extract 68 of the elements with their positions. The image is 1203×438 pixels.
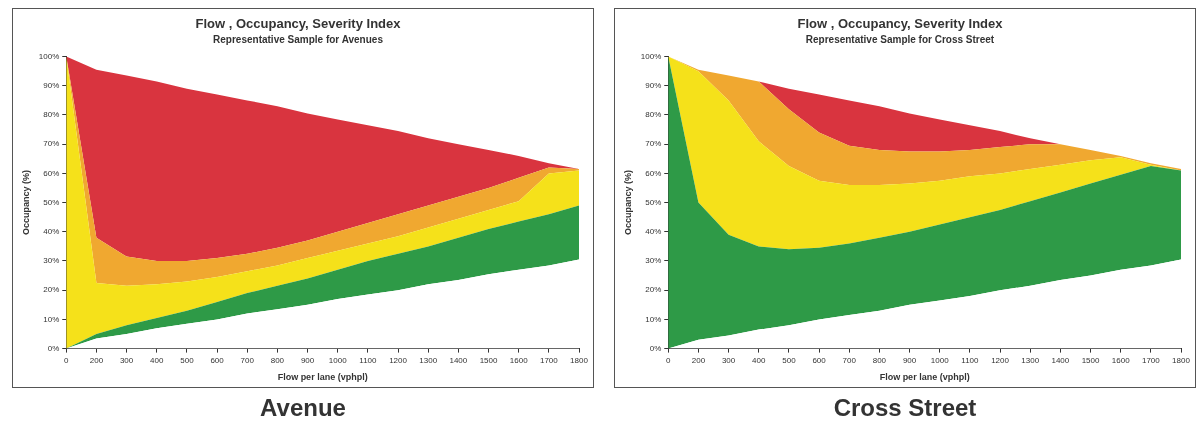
chart-subtitle: Representative Sample for Avenues [213, 34, 384, 46]
y-tick-label: 30% [43, 256, 60, 266]
chart-title: Flow , Occupancy, Severity Index [195, 16, 402, 32]
x-tick-label: 600 [210, 355, 225, 365]
y-tick-label: 100% [640, 51, 662, 61]
text: Avenue [260, 394, 346, 422]
x-tick-label: 1000 [328, 355, 348, 365]
x-tick-label: 1300 [1021, 355, 1040, 365]
y-tick-label: 80% [645, 110, 662, 120]
x-tick-label: 1300 [419, 355, 438, 365]
y-tick-label: 80% [43, 110, 60, 120]
chart-subtitle: Representative Sample for Cross Street [805, 34, 995, 46]
y-tick-label: 20% [43, 285, 60, 295]
x-tick-label: 1500 [479, 355, 498, 365]
chart-title: Flow , Occupancy, Severity Index [797, 16, 1004, 32]
y-tick-label: 50% [645, 197, 662, 207]
y-tick-label: 60% [43, 168, 60, 178]
x-tick-label: 1700 [1141, 355, 1161, 365]
x-tick-label: 700 [240, 355, 255, 365]
x-tick-label: 1100 [961, 355, 980, 365]
x-tick-label: 1600 [1111, 355, 1131, 365]
x-tick-label: 200 [691, 355, 706, 365]
x-tick-label: 500 [180, 355, 195, 365]
x-tick-label: 800 [270, 355, 285, 365]
y-tick-label: 0% [649, 343, 662, 353]
y-tick-label: 40% [645, 227, 662, 236]
y-tick-label: 90% [645, 81, 662, 90]
x-tick-label: 600 [812, 355, 827, 365]
x-tick-label: 900 [300, 355, 315, 365]
y-tick-label: 30% [645, 256, 662, 266]
x-tick-label: 900 [902, 355, 917, 365]
text: Cross Street [833, 394, 977, 422]
y-tick-label: 0% [47, 343, 60, 353]
y-tick-label: 100% [38, 51, 60, 61]
x-tick-label: 300 [119, 355, 134, 365]
x-axis-title: Flow per lane (vphpl) [879, 372, 970, 383]
y-axis-title: Occupancy (%) [20, 170, 31, 236]
x-tick-label: 300 [721, 355, 736, 365]
y-tick-label: 70% [645, 139, 662, 149]
x-tick-label: 500 [782, 355, 797, 365]
x-tick-label: 400 [752, 355, 766, 365]
x-tick-label: 700 [842, 355, 857, 365]
x-tick-label: 1700 [539, 355, 559, 365]
x-tick-label: 1400 [449, 355, 468, 365]
y-tick-label: 90% [43, 81, 60, 90]
x-tick-label: 1100 [359, 355, 378, 365]
y-axis-title: Occupancy (%) [622, 170, 633, 236]
x-tick-label: 1200 [389, 355, 408, 365]
x-tick-label: 200 [89, 355, 104, 365]
y-tick-label: 70% [43, 139, 60, 149]
x-tick-label: 800 [872, 355, 887, 365]
x-tick-label: 1400 [1051, 355, 1070, 365]
x-axis-title: Flow per lane (vphpl) [277, 372, 368, 383]
x-tick-label: 0 [64, 355, 70, 365]
x-tick-label: 1500 [1081, 355, 1100, 365]
x-tick-label: 1000 [930, 355, 950, 365]
x-tick-label: 1200 [991, 355, 1010, 365]
y-tick-label: 50% [43, 197, 60, 207]
x-tick-label: 0 [666, 355, 672, 365]
y-tick-label: 10% [645, 314, 662, 324]
x-tick-label: 1600 [509, 355, 529, 365]
y-tick-label: 40% [43, 227, 60, 236]
y-tick-label: 10% [43, 314, 60, 324]
y-tick-label: 60% [645, 168, 662, 178]
x-tick-label: 400 [150, 355, 164, 365]
x-tick-label: 1800 [1172, 355, 1191, 365]
y-tick-label: 20% [645, 285, 662, 295]
x-tick-label: 1800 [570, 355, 589, 365]
